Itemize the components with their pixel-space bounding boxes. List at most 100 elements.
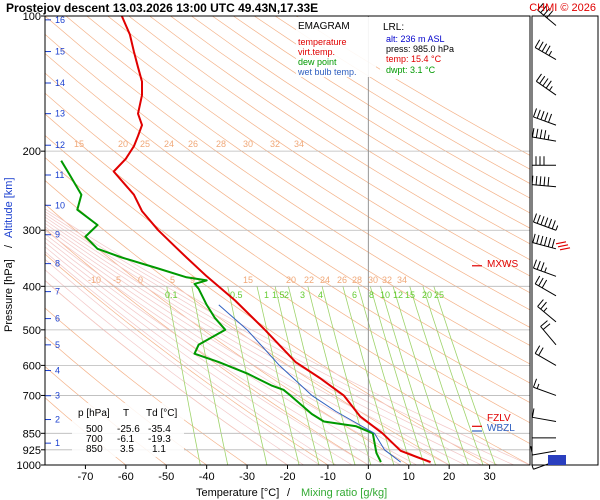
- theta-label: 30: [368, 275, 378, 285]
- mixing-ratio-label: 25: [434, 290, 444, 300]
- wind-barb-feather: [543, 130, 547, 140]
- mixing-ratio-label: 6: [352, 290, 357, 300]
- wind-barb: [534, 39, 557, 60]
- table-row-500-t: -25.6: [117, 424, 140, 435]
- table-header-t: T: [123, 408, 129, 419]
- wind-barb: [535, 73, 557, 96]
- wind-barb-feather: [544, 217, 549, 227]
- wind-barb-half-feather: [549, 86, 553, 91]
- altitude-label: 7: [55, 287, 60, 297]
- wind-barb-half-feather: [531, 464, 534, 470]
- y-axis-label-altitude: Altitude [km]: [3, 177, 15, 238]
- series-dew-point: [60, 160, 382, 463]
- theta-label: 20: [286, 275, 296, 285]
- theta-label: 32: [382, 275, 392, 285]
- dry-adiabat: [45, 16, 530, 346]
- table-row-700-t: -6.1: [117, 434, 135, 445]
- legend-virt-temp: virt.temp.: [298, 47, 335, 57]
- wind-barb-feather: [535, 128, 539, 138]
- legend-wet-bulb: wet bulb temp.: [297, 67, 357, 77]
- y-axis-separator: /: [3, 244, 15, 248]
- x-tick-label: -50: [158, 471, 174, 483]
- legend: EMAGRAM temperature virt.temp. dew point…: [296, 17, 376, 77]
- mixing-ratio-label: 10: [380, 290, 390, 300]
- series-wet-bulb-temp: [218, 304, 402, 463]
- wind-barb-half-feather: [536, 383, 540, 389]
- wind-barb-feather: [542, 323, 551, 330]
- wind-barb-feather: [540, 320, 548, 327]
- wind-barb-feather: [540, 111, 545, 120]
- x-tick-label: -60: [118, 471, 134, 483]
- theta-label: 5: [170, 275, 175, 285]
- altitude-label: 16: [55, 15, 65, 25]
- wind-barb-feather: [546, 10, 553, 19]
- wind-barb-feather: [543, 236, 548, 246]
- wind-barb-feather: [543, 8, 550, 16]
- wind-barb: [532, 108, 557, 126]
- wind-barb-half-feather: [555, 225, 559, 231]
- x-tick-label: 20: [443, 471, 455, 483]
- mixing-ratio-label: 0.5: [230, 290, 243, 300]
- mixing-ratio-label: 1: [264, 290, 269, 300]
- wind-barb: [534, 345, 557, 366]
- mxws-barb: [555, 241, 571, 251]
- wind-barb-feather: [535, 73, 542, 82]
- theta-label: 26: [337, 275, 347, 285]
- plot-area: [45, 16, 530, 465]
- series-layer: [60, 16, 431, 464]
- wind-barb: [531, 128, 557, 142]
- wind-barb-feather: [536, 214, 541, 224]
- dry-adiabat: [170, 16, 530, 245]
- wind-barb-feather: [535, 175, 538, 186]
- dry-adiabat: [45, 53, 530, 384]
- wind-barb-feather: [541, 279, 548, 289]
- legend-title: EMAGRAM: [298, 21, 350, 32]
- wind-barb-feather: [540, 235, 544, 245]
- altitude-label: 1: [55, 438, 60, 448]
- wind-barb-feather: [548, 218, 553, 228]
- wind-barb-feather: [545, 45, 551, 54]
- wind-barb-feather: [534, 39, 541, 48]
- theta-label: 30: [243, 139, 253, 149]
- dry-adiabat: [45, 72, 530, 403]
- x-tick-label: -70: [77, 471, 93, 483]
- dry-adiabat: [128, 16, 530, 277]
- mixing-ratio-label: 3: [300, 290, 305, 300]
- theta-label: 9: [190, 275, 195, 285]
- wind-barb-feather: [548, 113, 553, 123]
- legend-dew-point: dew point: [298, 57, 337, 67]
- mixing-ratio-label: 4: [318, 290, 323, 300]
- table-header-td: Td [°C]: [146, 408, 177, 419]
- wind-barb-shaft: [532, 450, 557, 456]
- wind-barb-feather: [536, 260, 541, 270]
- altitude-label: 2: [55, 415, 60, 425]
- table-row-700-td: -19.3: [148, 434, 171, 445]
- wind-barb-feather: [543, 176, 546, 186]
- wind-barb-feather: [537, 2, 544, 11]
- theta-label: 32: [270, 139, 280, 149]
- levels-table: p [hPa] T Td [°C] 500 -25.6 -35.4 700 -6…: [72, 403, 184, 457]
- dry-adiabat: [45, 33, 530, 365]
- theta-label: 0: [138, 275, 143, 285]
- wind-barb-half-feather: [547, 134, 550, 140]
- grid-layer: 15 20 25 24 26 28 30 32 34-10 -5 0 5 9 15 20 22 24 26 28 30…: [45, 15, 530, 465]
- x-tick-label: -40: [199, 471, 215, 483]
- x-axis-separator: /: [287, 487, 291, 499]
- theta-label: 28: [352, 275, 362, 285]
- y-tick-label: 925: [23, 445, 41, 457]
- theta-label: -5: [113, 275, 121, 285]
- wind-barb-feather: [547, 177, 550, 187]
- wind-barb: [530, 446, 557, 456]
- lrl-box: LRL: alt: 236 m ASL press: 985.0 hPa tem…: [380, 17, 472, 79]
- dry-adiabat: [191, 16, 530, 229]
- x-tick-label: -30: [239, 471, 255, 483]
- wind-barb-feather: [532, 259, 537, 269]
- wind-barb-feather: [544, 112, 549, 122]
- wind-barb: [531, 156, 556, 166]
- y-tick-label: 400: [23, 281, 41, 293]
- theta-label: 26: [188, 139, 198, 149]
- wind-barb-feather: [540, 5, 547, 13]
- dry-adiabat: [212, 16, 530, 214]
- table-row-500-td: -35.4: [148, 424, 171, 435]
